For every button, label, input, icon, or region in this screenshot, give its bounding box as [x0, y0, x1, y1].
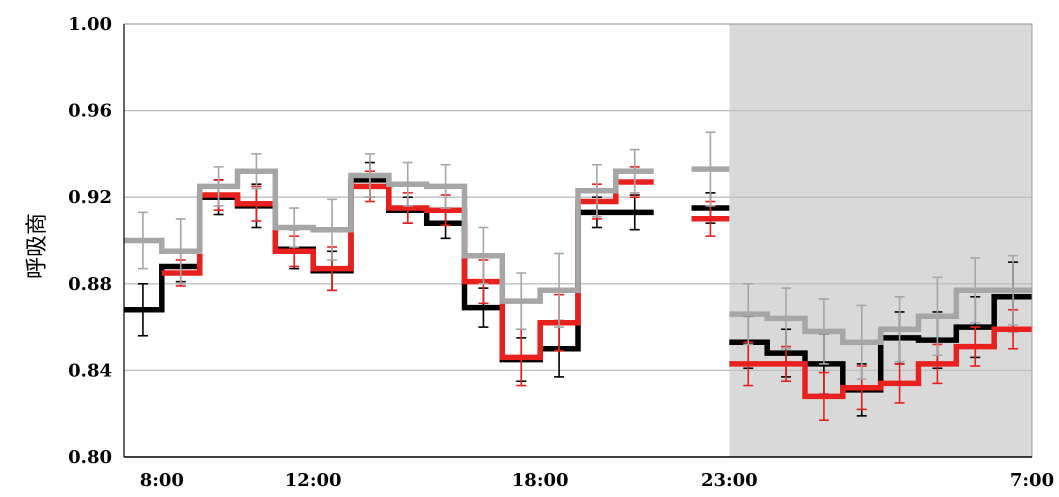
step-line-gray — [729, 287, 1032, 346]
y-tick-label: 0.92 — [68, 187, 112, 208]
series-gray — [124, 131, 1032, 380]
step-line-red — [161, 179, 654, 361]
y-axis-label: 呼吸商 — [25, 213, 50, 279]
series-layer — [124, 131, 1032, 421]
step-line-gray — [124, 168, 654, 304]
y-tick-label: 0.88 — [68, 274, 112, 295]
axes — [123, 23, 1033, 458]
x-tick-label: 7:00 — [1010, 470, 1054, 491]
y-tick-label: 0.84 — [68, 360, 112, 381]
x-tick-label: 12:00 — [285, 470, 342, 491]
tick-labels: 0.80 0.84 0.88 0.92 0.96 1.00 8:00 12:00 18:00 23… — [68, 14, 1054, 491]
y-tick-label: 0.96 — [68, 101, 112, 122]
step-line-red — [729, 326, 1032, 400]
x-tick-label: 23:00 — [701, 470, 758, 491]
x-tick-label: 18:00 — [512, 470, 569, 491]
y-tick-label: 1.00 — [68, 14, 112, 35]
x-tick-label: 8:00 — [140, 470, 184, 491]
y-tick-label: 0.80 — [68, 447, 112, 468]
